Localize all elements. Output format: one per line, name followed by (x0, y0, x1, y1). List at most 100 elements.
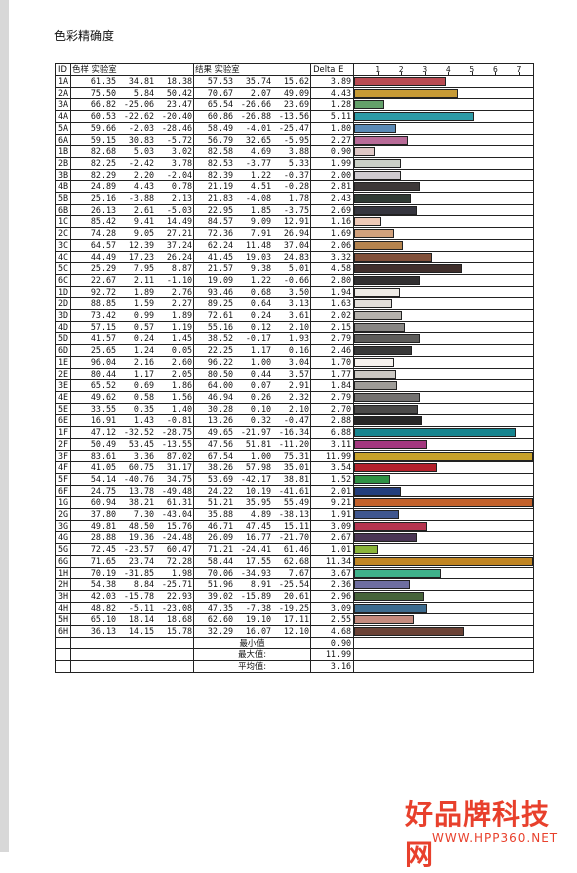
sample-lab-value: 0.24 (133, 333, 155, 344)
result-lab-value: 11.48 (245, 239, 272, 250)
result-lab-value: 19.10 (245, 614, 272, 625)
patch-id: 3D (54, 309, 72, 322)
result-lab-value: 0.68 (250, 286, 272, 297)
result-lab: 58.49 -4.01 -25.47 (193, 121, 312, 135)
delta-e-bar-cell (353, 531, 535, 545)
sample-lab-value: 0.35 (133, 403, 155, 414)
sample-lab-value: 37.80 (90, 509, 117, 520)
result-lab-value: 7.67 (288, 567, 310, 578)
result-lab: 53.69 -42.17 38.81 (193, 472, 312, 486)
delta-e-bar (354, 252, 433, 262)
sample-lab-value: 15.76 (166, 520, 193, 531)
table-row: 4C 44.49 17.23 26.24 41.45 19.03 24.83 3.32 (54, 250, 535, 264)
result-lab: 56.79 32.65 -5.95 (193, 133, 312, 147)
result-lab-value: 2.32 (288, 391, 310, 402)
summary-row: 最小值 0.90 (54, 636, 535, 650)
summary-label: 最大值: (193, 648, 312, 662)
result-lab-value: 1.00 (250, 450, 272, 461)
sample-lab-value: -3.88 (128, 193, 155, 204)
sample-lab: 25.65 1.24 0.05 (70, 344, 195, 357)
table-row: 5F 54.14 -40.76 34.75 53.69 -42.17 38.81 1.52 (54, 472, 535, 486)
result-lab-value: 8.91 (250, 579, 272, 590)
result-lab-value: 35.95 (245, 497, 272, 508)
sample-lab: 24.75 13.78 -49.48 (70, 484, 195, 498)
result-lab-value: 0.26 (250, 391, 272, 402)
table-body: 1A 61.35 34.81 18.38 57.53 35.74 15.62 3.89 2A 75… (54, 75, 535, 638)
result-lab-value: 19.03 (245, 251, 272, 262)
delta-e-bar (354, 428, 517, 438)
sample-lab-value: 3.78 (171, 157, 193, 168)
result-lab-value: 1.22 (250, 274, 272, 285)
sample-lab-value: 72.28 (166, 555, 193, 566)
sample-lab-value: 9.05 (133, 228, 155, 239)
sample-lab: 22.67 2.11 -1.10 (70, 273, 195, 287)
result-lab-value: -0.28 (283, 181, 310, 192)
sample-lab-value: -13.55 (161, 438, 193, 449)
result-lab-value: -19.25 (278, 602, 310, 613)
summary-row: 最大值: 11.99 (54, 648, 535, 662)
delta-e-value: 2.01 (310, 484, 355, 498)
sample-lab: 49.81 48.50 15.76 (70, 519, 195, 533)
summary-body: 最小值 0.90 最大值: 11.99 平均值: 3.16 (54, 636, 535, 673)
sample-lab-value: 50.42 (166, 87, 193, 98)
sample-lab: 48.82 -5.11 -23.08 (70, 601, 195, 615)
result-lab-value: 37.04 (283, 239, 310, 250)
table-row: 2H 54.38 8.84 -25.71 51.96 8.91 -25.54 2.36 (54, 578, 535, 591)
result-lab-value: 22.95 (207, 204, 234, 215)
result-lab-value: 89.25 (207, 298, 234, 309)
result-lab-value: 55.49 (283, 497, 310, 508)
delta-e-value: 9.21 (310, 496, 355, 510)
result-lab: 19.09 1.22 -0.66 (193, 273, 312, 287)
patch-id: 4F (54, 461, 72, 474)
delta-e-bar (354, 322, 405, 332)
patch-id: 1C (54, 215, 72, 229)
patch-id: 4D (54, 320, 72, 334)
result-lab-value: 62.24 (207, 239, 234, 250)
delta-e-bar (354, 275, 421, 285)
scale-tick (471, 72, 473, 75)
delta-e-value: 2.00 (310, 168, 355, 182)
sample-lab-value: -15.78 (123, 590, 155, 601)
sample-lab-value: 48.82 (90, 602, 117, 613)
result-lab-value: 47.45 (245, 520, 272, 531)
delta-e-value: 2.88 (310, 414, 355, 428)
result-lab: 13.26 0.32 -0.47 (193, 414, 312, 428)
sample-lab-value: 82.68 (90, 146, 117, 157)
delta-e-bar-cell (353, 215, 535, 229)
result-lab-value: 1.85 (250, 204, 272, 215)
result-lab-value: 65.54 (207, 99, 234, 110)
result-lab-value: 3.57 (288, 368, 310, 379)
sample-lab-value: 65.52 (90, 380, 117, 391)
table-row: 1E 96.04 2.16 2.60 96.22 1.00 3.04 1.70 (54, 355, 535, 369)
result-lab-value: 7.91 (250, 228, 272, 239)
delta-e-bar-cell (353, 344, 535, 357)
result-lab-value: 72.61 (207, 310, 234, 321)
result-lab-value: 17.55 (245, 555, 272, 566)
result-lab-value: -15.89 (240, 590, 272, 601)
result-lab-value: 1.22 (250, 169, 272, 180)
delta-e-bar-cell (353, 390, 535, 404)
sample-lab-value: -49.48 (161, 485, 193, 496)
sample-lab-value: 18.68 (166, 614, 193, 625)
sample-lab-value: 82.25 (90, 157, 117, 168)
result-lab-value: 62.60 (207, 614, 234, 625)
delta-e-bar-cell (353, 437, 535, 451)
delta-e-bar (354, 287, 400, 297)
sample-lab-value: 2.76 (171, 286, 193, 297)
sample-lab-value: 13.78 (128, 485, 155, 496)
sample-lab: 60.53 -22.62 -20.40 (70, 110, 195, 123)
sample-lab-value: 12.39 (128, 239, 155, 250)
delta-e-bar (354, 88, 459, 98)
sample-lab-value: -1.10 (166, 274, 193, 285)
sample-lab: 83.61 3.36 87.02 (70, 449, 195, 463)
sample-lab-value: 30.83 (128, 134, 155, 145)
delta-e-bar (354, 147, 376, 157)
result-lab: 62.60 19.10 17.11 (193, 613, 312, 627)
result-lab-value: -0.17 (245, 333, 272, 344)
sample-lab-value: 25.16 (90, 193, 117, 204)
sample-lab-value: 8.84 (133, 579, 155, 590)
sample-lab-value: 66.82 (90, 99, 117, 110)
delta-e-bar (354, 205, 418, 215)
result-lab-value: 12.10 (283, 626, 310, 637)
result-lab-value: -0.47 (283, 415, 310, 426)
